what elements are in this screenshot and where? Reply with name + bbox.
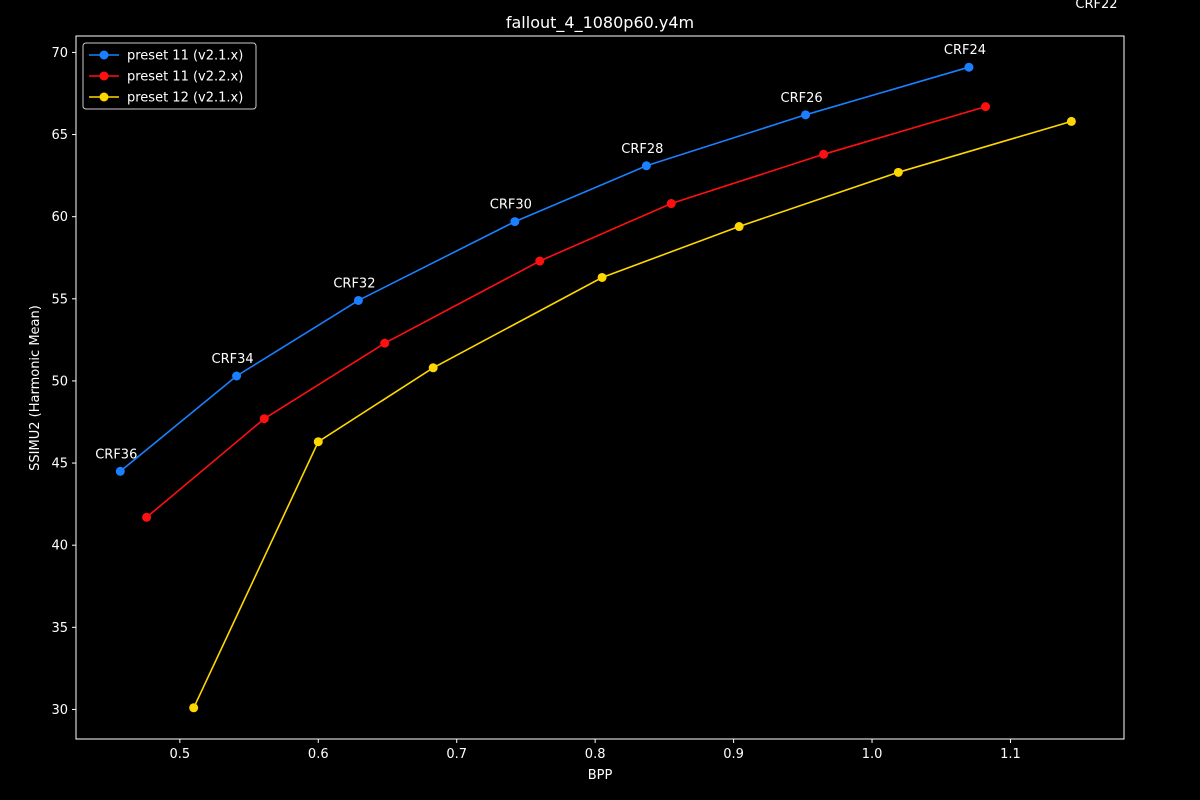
x-axis: 0.5 0.6 0.7 0.8 0.9 1.0 1.1 — [169, 739, 1021, 762]
data-point — [597, 272, 607, 282]
data-point — [353, 295, 363, 305]
x-tick-label: 0.5 — [169, 747, 190, 762]
x-tick-label: 0.9 — [723, 747, 744, 762]
data-point — [428, 363, 438, 373]
y-tick-label: 30 — [51, 703, 68, 718]
data-point — [142, 512, 152, 522]
y-tick-label: 70 — [51, 46, 68, 61]
data-point — [189, 703, 199, 713]
y-tick-label: 35 — [51, 621, 68, 636]
data-point — [964, 62, 974, 72]
data-point — [535, 256, 545, 266]
data-point — [259, 414, 269, 424]
legend-swatch-marker — [99, 92, 109, 102]
x-tick-label: 0.7 — [446, 747, 467, 762]
point-annotation: CRF26 — [781, 91, 823, 106]
legend-frame — [82, 42, 257, 110]
data-point — [115, 466, 125, 476]
data-point — [734, 222, 744, 232]
y-axis: 30 35 40 45 50 55 60 65 70 — [51, 46, 76, 718]
plot-area — [115, 62, 1076, 713]
y-tick-label: 50 — [51, 374, 68, 389]
legend-label: preset 11 (v2.2.x) — [127, 70, 243, 85]
point-annotation: CRF24 — [944, 43, 986, 58]
data-point — [510, 217, 520, 227]
legend: preset 11 (v2.1.x) preset 11 (v2.2.x) pres… — [82, 42, 257, 110]
data-point — [232, 371, 242, 381]
chart-title: fallout_4_1080p60.y4m — [506, 13, 694, 33]
data-point — [893, 167, 903, 177]
legend-label: preset 11 (v2.1.x) — [127, 49, 243, 64]
x-tick-label: 1.0 — [862, 747, 883, 762]
point-annotation: CRF34 — [212, 352, 254, 367]
x-tick-label: 0.6 — [308, 747, 329, 762]
point-annotations: CRF36 CRF34 CRF32 CRF30 CRF28 CRF26 CRF24 CRF22 — [95, 0, 1117, 462]
x-tick-label: 0.8 — [585, 747, 606, 762]
y-tick-label: 45 — [51, 457, 68, 472]
data-point — [819, 149, 829, 159]
x-tick-label: 1.1 — [1000, 747, 1021, 762]
point-annotation: CRF22 — [1075, 0, 1117, 12]
y-tick-label: 40 — [51, 539, 68, 554]
y-axis-label: SSIMU2 (Harmonic Mean) — [28, 305, 43, 471]
data-point — [981, 102, 991, 112]
point-annotation: CRF36 — [95, 447, 137, 462]
point-annotation: CRF28 — [621, 142, 663, 157]
legend-label: preset 12 (v2.1.x) — [127, 91, 243, 106]
y-tick-label: 55 — [51, 292, 68, 307]
data-point — [380, 338, 390, 348]
y-tick-label: 65 — [51, 128, 68, 143]
x-axis-label: BPP — [588, 768, 613, 783]
legend-swatch-marker — [99, 50, 109, 60]
legend-swatch-marker — [99, 71, 109, 81]
data-point — [666, 199, 676, 209]
data-point — [313, 437, 323, 447]
data-point — [801, 110, 811, 120]
point-annotation: CRF30 — [490, 198, 532, 213]
y-tick-label: 60 — [51, 210, 68, 225]
data-point — [1066, 116, 1076, 126]
data-point — [641, 161, 651, 171]
point-annotation: CRF32 — [333, 276, 375, 291]
plot-frame — [75, 35, 1125, 740]
